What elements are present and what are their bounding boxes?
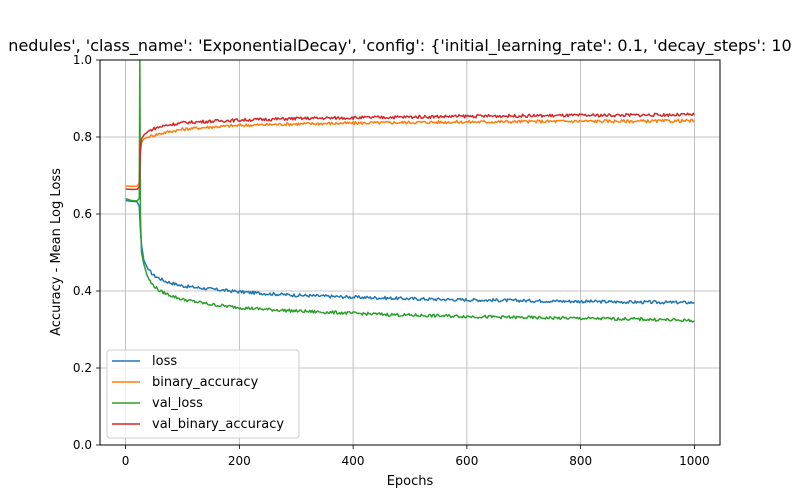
y-tick-label: 0.4 — [73, 284, 92, 298]
plot-frame — [99, 59, 721, 446]
legend-label: val_binary_accuracy — [152, 417, 284, 432]
x-tick-label: 800 — [569, 454, 592, 468]
series-line-val-binary-accuracy — [125, 112, 695, 191]
legend-label: binary_accuracy — [152, 375, 259, 390]
y-axis: 0.0 0.2 0.4 0.6 0.8 1.0 — [73, 53, 100, 452]
x-tick-label: 600 — [455, 454, 478, 468]
x-axis-label: Epochs — [387, 474, 434, 489]
y-tick-label: 0.0 — [73, 438, 92, 452]
legend-box — [106, 349, 300, 439]
chart-title: nedules', 'class_name': 'ExponentialDeca… — [8, 36, 791, 56]
x-tick-label: 200 — [228, 454, 251, 468]
x-tick-label: 0 — [122, 454, 130, 468]
y-axis-label: Accuracy - Mean Log Loss — [49, 168, 64, 336]
y-tick-label: 0.6 — [73, 207, 92, 221]
series-line-binary-accuracy — [125, 118, 695, 188]
legend: loss binary_accuracy val_loss val_binary_ac… — [106, 349, 300, 439]
series-line-loss — [125, 199, 695, 305]
x-tick-label: 400 — [342, 454, 365, 468]
x-tick-label: 1000 — [679, 454, 710, 468]
legend-label: loss — [152, 354, 177, 369]
series-layer — [125, 60, 695, 323]
y-tick-label: 1.0 — [73, 53, 92, 67]
legend-label: val_loss — [152, 396, 203, 411]
y-tick-label: 0.8 — [73, 130, 92, 144]
series-line-val-loss — [125, 60, 695, 323]
y-tick-label: 0.2 — [73, 361, 92, 375]
x-axis: 0 200 400 600 800 1000 — [122, 445, 710, 468]
